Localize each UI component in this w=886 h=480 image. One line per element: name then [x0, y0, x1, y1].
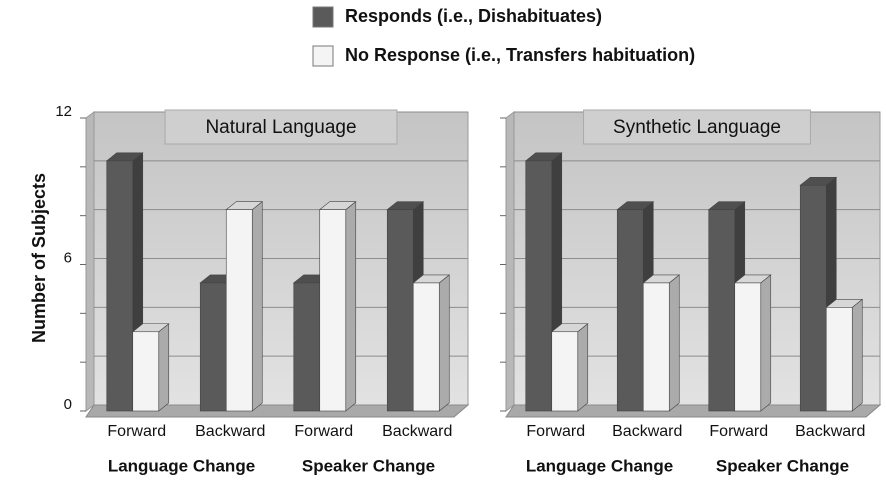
side-wall [505, 111, 515, 412]
x-tick-label: Forward [526, 423, 585, 440]
bar [412, 282, 440, 412]
bar-side [668, 274, 680, 412]
bar-side [760, 274, 772, 412]
y-tick-label: 6 [64, 249, 72, 266]
bar [616, 209, 644, 412]
y-tick-label: 0 [64, 396, 72, 413]
bar [106, 160, 134, 412]
bar [293, 282, 321, 412]
group-label: Language Change [108, 456, 255, 475]
y-axis-label: Number of Subjects [29, 173, 49, 343]
bar [551, 331, 579, 412]
bar-side [345, 201, 357, 412]
legend-swatch [312, 6, 334, 28]
bar [799, 184, 827, 412]
bar-side [577, 323, 589, 412]
legend-label: No Response (i.e., Transfers habituation… [345, 45, 695, 65]
x-tick-label: Backward [795, 423, 865, 440]
x-tick-label: Backward [195, 423, 265, 440]
bar [225, 209, 253, 412]
title-box [164, 109, 398, 145]
legend-label: Responds (i.e., Dishabituates) [345, 6, 602, 26]
bar-side [851, 298, 863, 412]
x-tick-label: Forward [294, 423, 353, 440]
bar [708, 209, 736, 412]
legend-swatch [312, 45, 334, 67]
title-box [583, 109, 811, 145]
bar [825, 307, 853, 412]
bar [132, 331, 160, 412]
bar-side [438, 274, 450, 412]
y-tick-label: 12 [55, 103, 72, 120]
x-tick-label: Backward [382, 423, 452, 440]
group-label: Language Change [526, 456, 673, 475]
panel-title: Synthetic Language [613, 117, 781, 138]
bar [319, 209, 347, 412]
group-label: Speaker Change [716, 456, 849, 475]
x-tick-label: Forward [709, 423, 768, 440]
panel-title: Natural Language [205, 117, 356, 138]
x-tick-label: Forward [107, 423, 166, 440]
bar [525, 160, 553, 412]
group-label: Speaker Change [302, 456, 435, 475]
x-tick-label: Backward [612, 423, 682, 440]
bar [642, 282, 670, 412]
bar [199, 282, 227, 412]
bar [734, 282, 762, 412]
bar-side [251, 201, 263, 412]
bar [386, 209, 414, 412]
side-wall [85, 111, 95, 412]
bar-side [158, 323, 170, 412]
